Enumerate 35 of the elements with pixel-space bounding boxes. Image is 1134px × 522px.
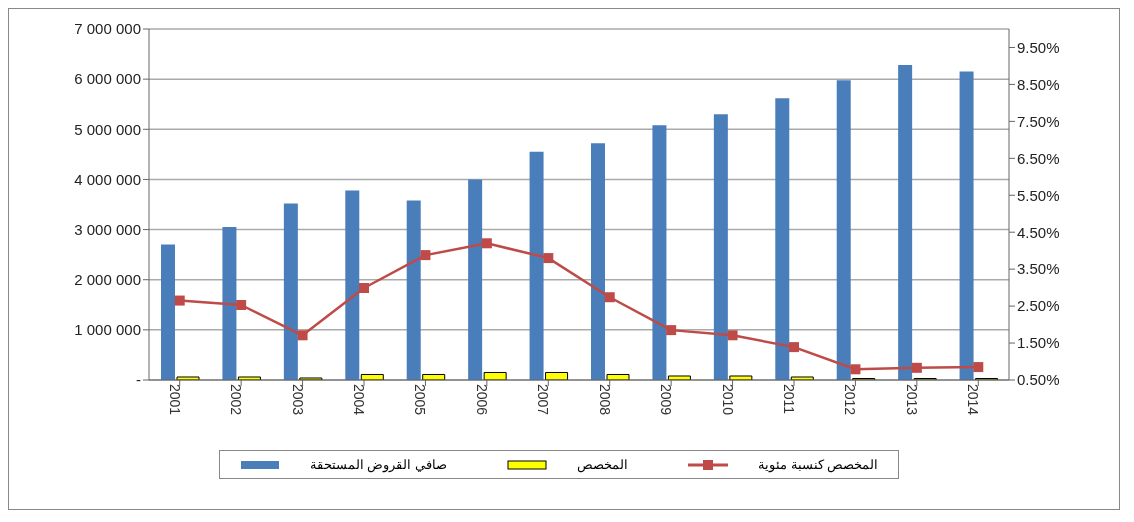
x-tick-label: 2010 bbox=[719, 384, 736, 416]
y2-tick-label: 2.50% bbox=[1017, 297, 1060, 315]
y2-tick-label: 0.50% bbox=[1017, 371, 1060, 389]
y2-tick-label: 8.50% bbox=[1017, 75, 1060, 93]
y2-tick-label: 9.50% bbox=[1017, 38, 1060, 56]
y-tick-label: 3 000 000 bbox=[74, 220, 141, 238]
x-tick-label: 2006 bbox=[473, 384, 490, 416]
y-tick-label: 5 000 000 bbox=[74, 120, 141, 138]
y2-tick-label: 6.50% bbox=[1017, 149, 1060, 167]
y-tick-label: 2 000 000 bbox=[74, 271, 141, 289]
y2-tick-label: 4.50% bbox=[1017, 223, 1060, 241]
legend-label: المخصص كنسبة مئوية bbox=[758, 457, 879, 472]
y-tick-label: 1 000 000 bbox=[74, 321, 141, 339]
x-tick-label: 2011 bbox=[781, 384, 798, 415]
y-tick-label: - bbox=[136, 371, 141, 389]
x-tick-label: 2004 bbox=[351, 384, 368, 416]
x-tick-label: 2013 bbox=[903, 384, 920, 416]
legend-label: صافي القروض المستحقة bbox=[309, 457, 447, 472]
x-tick-label: 2003 bbox=[289, 384, 306, 416]
legend-label: المخصص bbox=[577, 457, 628, 472]
y2-tick-label: 1.50% bbox=[1017, 334, 1060, 352]
y2-tick-label: 7.50% bbox=[1017, 112, 1060, 130]
x-tick-label: 2001 bbox=[166, 384, 183, 416]
x-tick-label: 2014 bbox=[965, 384, 982, 416]
y-tick-label: 4 000 000 bbox=[74, 170, 141, 188]
x-tick-label: 2012 bbox=[842, 384, 859, 416]
x-tick-label: 2008 bbox=[596, 384, 613, 416]
x-tick-label: 2009 bbox=[658, 384, 675, 416]
y2-tick-label: 5.50% bbox=[1017, 186, 1060, 204]
y2-tick-label: 3.50% bbox=[1017, 260, 1060, 278]
x-tick-label: 2005 bbox=[412, 384, 429, 416]
x-tick-label: 2007 bbox=[535, 384, 552, 416]
y-tick-label: 6 000 000 bbox=[74, 70, 141, 88]
y-tick-label: 7 000 000 bbox=[74, 20, 141, 38]
x-tick-label: 2002 bbox=[228, 384, 245, 416]
